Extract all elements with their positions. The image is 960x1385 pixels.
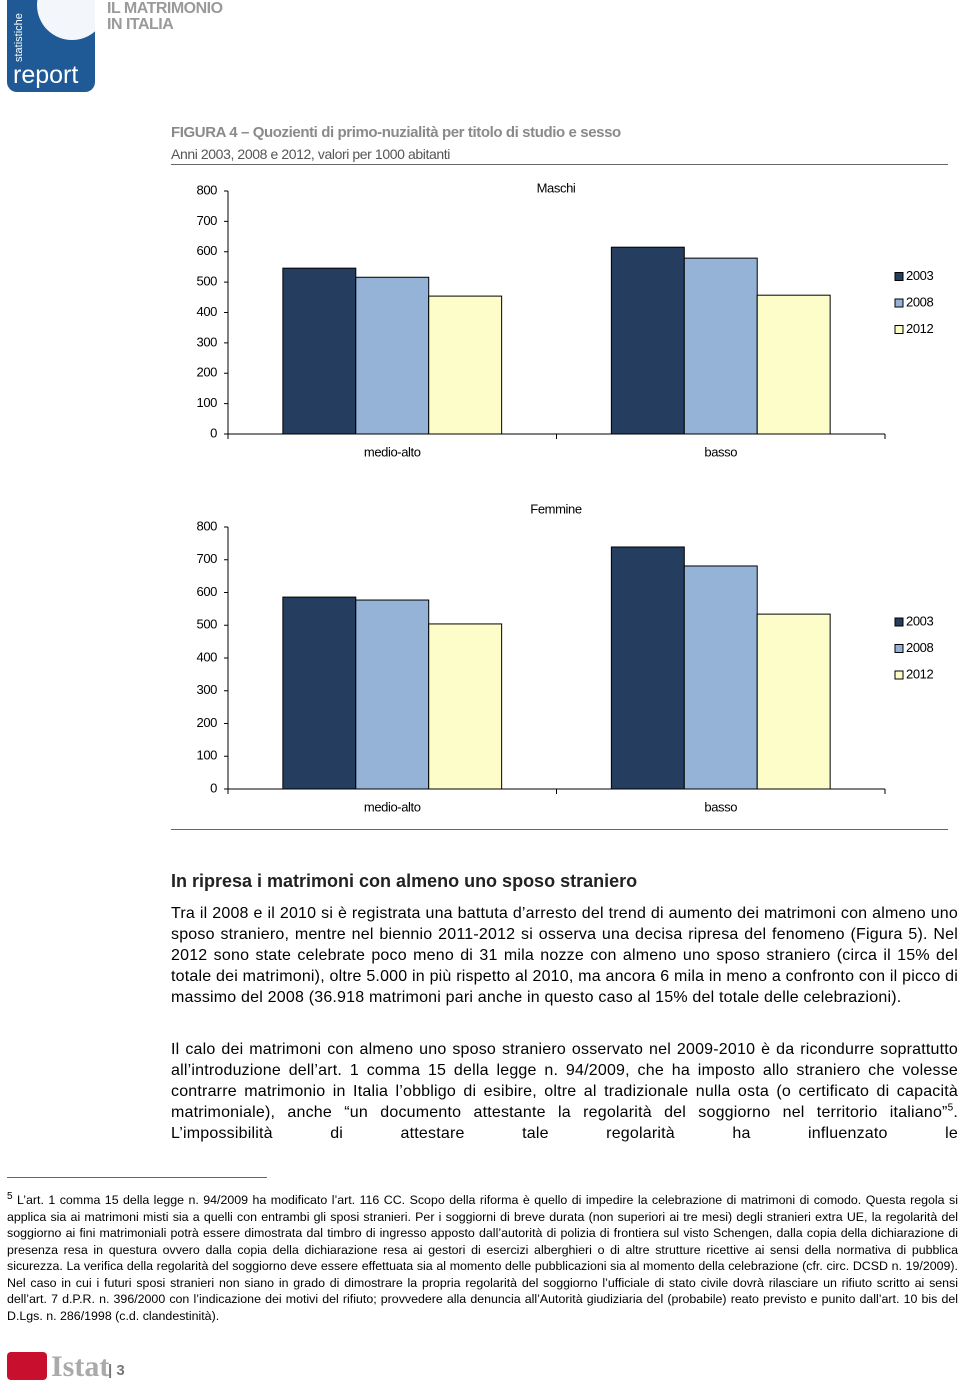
- chart-title: Maschi: [537, 180, 576, 195]
- x-tick-label: basso: [704, 799, 737, 814]
- bar: [683, 565, 758, 790]
- footnote-number: 5: [7, 1190, 13, 1202]
- page-number: | 3: [108, 1362, 125, 1379]
- legend-swatch: [894, 644, 904, 653]
- legend-label: 2003: [906, 268, 933, 283]
- legend-swatch: [894, 325, 904, 334]
- bar: [610, 546, 685, 790]
- charts: Maschi 0 100 200 300 400 500 600 700 800 medio-alt…: [197, 180, 934, 814]
- y-tick-label: 400: [197, 304, 218, 319]
- text: . L’impossibilità di attestare tale rego…: [171, 1104, 958, 1142]
- y-tick-label: 700: [197, 551, 218, 566]
- bar: [282, 596, 357, 790]
- logo-brand: report: [13, 61, 79, 89]
- y-tick-label: 800: [197, 182, 218, 197]
- brand-text: Istat: [51, 1350, 110, 1383]
- brand-mark: [7, 1352, 47, 1380]
- legend-label: 2008: [906, 294, 933, 309]
- bar: [428, 295, 503, 435]
- footnote-ref: 5: [947, 1102, 954, 1114]
- legend-label: 2012: [906, 666, 933, 681]
- y-tick-label: 600: [197, 243, 218, 258]
- y-tick-label: 800: [197, 518, 218, 533]
- bar: [355, 599, 430, 790]
- rule: [171, 164, 948, 165]
- y-tick-label: 100: [197, 395, 218, 410]
- paragraph: Il calo dei matrimoni con almeno uno spo…: [171, 1039, 958, 1144]
- paragraph: Tra il 2008 e il 2010 si è registrata un…: [171, 905, 958, 1006]
- y-tick-label: 500: [197, 617, 218, 632]
- bar: [428, 623, 503, 790]
- page-number-text: 3: [116, 1362, 125, 1379]
- y-tick-label: 300: [197, 334, 218, 349]
- legend-swatch: [894, 617, 904, 627]
- y-tick-label: 0: [210, 780, 217, 795]
- bar: [282, 267, 357, 435]
- bar: [683, 257, 758, 435]
- figure-subtitle: Anni 2003, 2008 e 2012, valori per 1000 …: [171, 146, 450, 162]
- y-tick-label: 700: [197, 213, 218, 228]
- section-heading: In ripresa i matrimoni con almeno uno sp…: [171, 871, 638, 891]
- bar: [756, 613, 831, 790]
- legend-label: 2008: [906, 640, 933, 655]
- chart-title: Femmine: [530, 501, 582, 516]
- footnote-text: L’art. 1 comma 15 della legge n. 94/2009…: [7, 1193, 958, 1323]
- bar: [756, 294, 831, 435]
- bar: [610, 246, 685, 435]
- header-title: IN ITALIA: [107, 16, 174, 33]
- x-tick-label: medio-alto: [364, 799, 421, 814]
- footnote-rule: [7, 1177, 267, 1178]
- legend-swatch: [894, 670, 904, 680]
- rule: [171, 829, 948, 830]
- x-tick-label: basso: [704, 444, 737, 459]
- footer-brand: Istat: [7, 1350, 109, 1384]
- legend-label: 2003: [906, 613, 933, 628]
- footnote: 5 L’art. 1 comma 15 della legge n. 94/20…: [7, 1190, 958, 1324]
- y-tick-label: 200: [197, 365, 218, 380]
- y-tick-label: 100: [197, 748, 218, 763]
- legend-swatch: [894, 272, 904, 281]
- legend-label: 2012: [906, 321, 933, 336]
- figure-title: FIGURA 4 – Quozienti di primo-nuzialità …: [171, 124, 621, 141]
- x-tick-label: medio-alto: [364, 444, 421, 459]
- y-tick-label: 600: [197, 584, 218, 599]
- text: Il calo dei matrimoni con almeno uno spo…: [171, 1041, 958, 1121]
- y-tick-label: 0: [210, 425, 217, 440]
- y-tick-label: 400: [197, 649, 218, 664]
- header-title: IL MATRIMONIO: [107, 0, 223, 17]
- legend-swatch: [894, 298, 904, 308]
- y-tick-label: 300: [197, 682, 218, 697]
- bar: [355, 276, 430, 435]
- y-tick-label: 500: [197, 274, 218, 289]
- report-logo: statistiche report: [7, 0, 95, 92]
- y-tick-label: 200: [197, 715, 218, 730]
